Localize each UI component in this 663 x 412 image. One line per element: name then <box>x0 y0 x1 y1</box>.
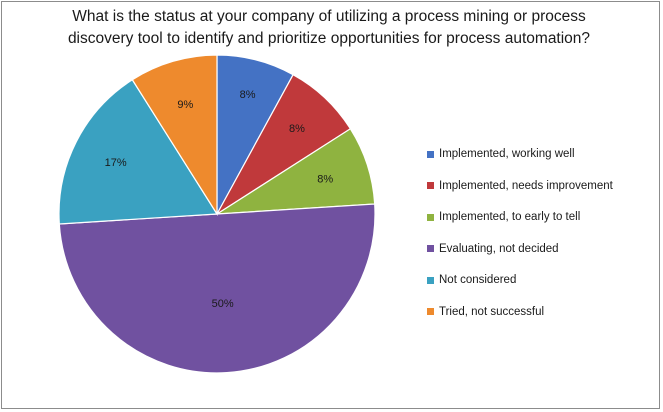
legend-swatch-4 <box>427 276 434 284</box>
legend-item-2: Implemented, to early to tell <box>427 208 613 226</box>
legend-label-3: Evaluating, not decided <box>439 242 559 255</box>
pie-slice-5 <box>131 54 218 217</box>
legend-label-1: Implemented, needs improvement <box>439 179 613 192</box>
legend-swatch-3 <box>427 245 434 253</box>
chart-title: What is the status at your company of ut… <box>24 6 634 50</box>
legend-item-5: Tried, not successful <box>427 303 613 321</box>
slice-data-label-0: 8% <box>240 89 256 101</box>
legend-label-2: Implemented, to early to tell <box>439 211 581 224</box>
chart-title-line-2: discovery tool to identify and prioritiz… <box>67 30 591 47</box>
legend-swatch-2 <box>427 213 434 221</box>
legend: Implemented, working well Implemented, ne… <box>427 145 613 335</box>
legend-item-3: Evaluating, not decided <box>427 240 613 258</box>
slice-data-label-3: 50% <box>212 298 234 310</box>
legend-label-5: Tried, not successful <box>439 305 545 318</box>
legend-label-4: Not considered <box>439 274 517 287</box>
slice-data-label-1: 8% <box>289 123 305 135</box>
slice-data-label-2: 8% <box>317 174 333 186</box>
slice-data-label-4: 17% <box>105 157 127 169</box>
legend-label-0: Implemented, working well <box>439 148 575 160</box>
legend-swatch-0 <box>427 150 434 158</box>
legend-swatch-1 <box>427 182 434 190</box>
pie-slice-3 <box>58 203 376 374</box>
legend-swatch-5 <box>427 308 434 316</box>
legend-item-1: Implemented, needs improvement <box>427 177 613 195</box>
legend-item-4: Not considered <box>427 271 613 289</box>
pie-slice-4 <box>58 78 219 225</box>
slice-data-label-5: 9% <box>177 99 193 111</box>
legend-item-0: Implemented, working well <box>427 145 613 163</box>
chart-title-line-1: What is the status at your company of ut… <box>72 8 586 25</box>
